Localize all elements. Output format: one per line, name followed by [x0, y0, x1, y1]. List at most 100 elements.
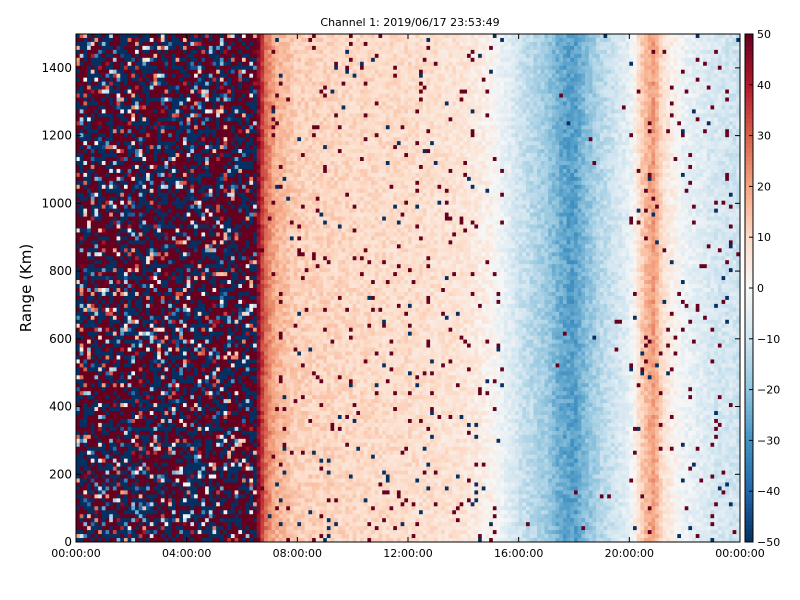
heatmap-cell	[161, 530, 165, 534]
heatmap-cell	[194, 189, 198, 193]
heatmap-cell	[139, 113, 143, 117]
heatmap-cell	[198, 332, 202, 336]
heatmap-cell	[161, 383, 165, 387]
heatmap-cell	[183, 125, 187, 129]
heatmap-cell	[124, 90, 128, 94]
heatmap-cell	[98, 248, 102, 252]
heatmap-cell	[205, 217, 209, 221]
heatmap-cell	[179, 459, 183, 463]
heatmap-cell	[168, 320, 172, 324]
heatmap-cell	[157, 522, 161, 526]
heatmap-cell	[168, 66, 172, 70]
heatmap-cell	[142, 90, 146, 94]
heatmap-cell	[153, 482, 157, 486]
heatmap-cell	[187, 482, 191, 486]
heatmap-cell	[117, 475, 121, 479]
heatmap-cell	[106, 193, 110, 197]
heatmap-cell	[113, 169, 117, 173]
heatmap-cell	[201, 137, 205, 141]
heatmap-cell	[150, 264, 154, 268]
heatmap-cell	[102, 486, 106, 490]
heatmap-cell	[94, 193, 98, 197]
heatmap-cell	[150, 105, 154, 109]
heatmap-cell	[117, 50, 121, 54]
heatmap-cell	[80, 367, 84, 371]
heatmap-cell	[209, 479, 213, 483]
heatmap-cell	[109, 94, 113, 98]
heatmap-cell	[153, 256, 157, 260]
heatmap-cell	[205, 455, 209, 459]
heatmap-cell	[146, 502, 150, 506]
heatmap-cell	[216, 379, 220, 383]
heatmap-cell	[139, 463, 143, 467]
heatmap-cell	[109, 490, 113, 494]
heatmap-cell	[102, 217, 106, 221]
heatmap-cell	[98, 367, 102, 371]
heatmap-cell	[87, 201, 91, 205]
heatmap-cell	[83, 391, 87, 395]
heatmap-cell	[83, 387, 87, 391]
heatmap-cell	[146, 403, 150, 407]
heatmap-cell	[165, 181, 169, 185]
heatmap-cell	[187, 300, 191, 304]
heatmap-cell	[106, 244, 110, 248]
heatmap-cell	[109, 82, 113, 86]
heatmap-cell	[146, 117, 150, 121]
heatmap-cell	[153, 169, 157, 173]
heatmap-cell	[91, 177, 95, 181]
heatmap-cell	[146, 232, 150, 236]
heatmap-cell	[198, 141, 202, 145]
heatmap-cell	[150, 82, 154, 86]
heatmap-cell	[83, 435, 87, 439]
heatmap-cell	[102, 276, 106, 280]
heatmap-cell	[128, 510, 132, 514]
heatmap-cell	[194, 74, 198, 78]
heatmap-cell	[194, 209, 198, 213]
heatmap-cell	[201, 467, 205, 471]
heatmap-cell	[80, 221, 84, 225]
heatmap-cell	[212, 375, 216, 379]
heatmap-cell	[172, 240, 176, 244]
heatmap-cell	[183, 359, 187, 363]
heatmap-cell	[153, 193, 157, 197]
heatmap-cell	[139, 371, 143, 375]
heatmap-cell	[80, 101, 84, 105]
heatmap-cell	[83, 443, 87, 447]
heatmap-cell	[183, 304, 187, 308]
heatmap-cell	[106, 490, 110, 494]
heatmap-cell	[190, 280, 194, 284]
heatmap-cell	[168, 391, 172, 395]
heatmap-cell	[179, 367, 183, 371]
heatmap-cell	[201, 74, 205, 78]
heatmap-cell	[83, 518, 87, 522]
heatmap-cell	[87, 522, 91, 526]
heatmap-cell	[194, 498, 198, 502]
heatmap-cell	[98, 66, 102, 70]
heatmap-cell	[124, 109, 128, 113]
heatmap-cell	[165, 324, 169, 328]
heatmap-cell	[168, 82, 172, 86]
heatmap-cell	[94, 66, 98, 70]
heatmap-cell	[216, 336, 220, 340]
heatmap-cell	[142, 209, 146, 213]
heatmap-cell	[190, 352, 194, 356]
heatmap-cell	[131, 355, 135, 359]
heatmap-cell	[117, 264, 121, 268]
heatmap-cell	[120, 185, 124, 189]
heatmap-cell	[153, 284, 157, 288]
heatmap-cell	[124, 201, 128, 205]
heatmap-cell	[176, 225, 180, 229]
heatmap-cell	[135, 371, 139, 375]
heatmap-cell	[161, 475, 165, 479]
heatmap-cell	[187, 475, 191, 479]
heatmap-cell	[117, 117, 121, 121]
heatmap-cell	[205, 494, 209, 498]
heatmap-cell	[109, 435, 113, 439]
heatmap-cell	[94, 94, 98, 98]
heatmap-cell	[91, 316, 95, 320]
heatmap-cell	[139, 479, 143, 483]
heatmap-cell	[150, 113, 154, 117]
heatmap-cell	[83, 240, 87, 244]
heatmap-cell	[80, 62, 84, 66]
heatmap-cell	[190, 363, 194, 367]
